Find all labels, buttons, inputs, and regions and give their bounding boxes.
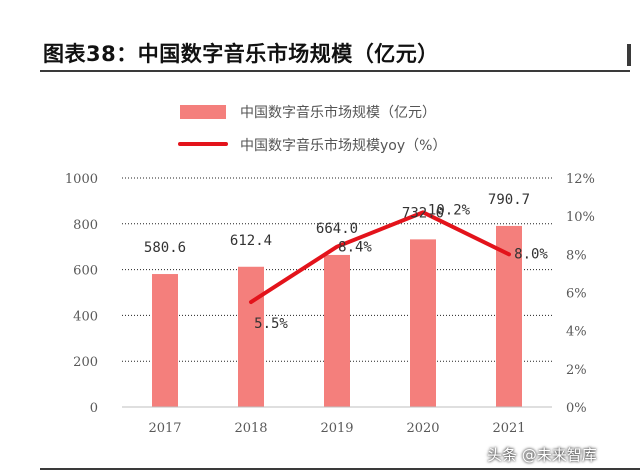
x-tick-label: 2019 [320,421,353,436]
watermark: 头条 @未来智库 [487,446,597,464]
yoy-line [249,210,511,305]
y-axis-right: 0% 2% 4% 6% 8% 10% 12% [566,172,595,416]
y-left-tick-label: 800 [73,218,98,233]
bar-2017 [152,274,178,407]
yoy-value-label: 5.5% [254,316,288,332]
x-axis: 2017 2018 2019 2020 2021 [122,406,552,436]
bar-value-label: 732.0 [402,205,444,221]
y-left-tick-label: 200 [73,355,98,370]
legend-bar-swatch [180,105,226,119]
legend-line-label: 中国数字音乐市场规模yoy（%） [240,137,446,154]
y-left-tick-label: 0 [90,401,98,416]
y-right-tick-label: 12% [566,172,595,187]
y-right-tick-label: 4% [566,325,587,340]
data-labels: 580.6 612.4 664.0 732.0 790.7 5.5% 8.4% 10.2% 8.… [144,192,549,332]
bar-2018 [238,266,264,407]
yoy-value-label: 8.4% [338,240,372,256]
y-left-tick-label: 1000 [65,172,98,187]
bar-value-label: 664.0 [316,221,358,237]
x-tick-label: 2021 [492,421,525,436]
corner-mark [627,44,631,66]
y-left-tick-label: 400 [73,309,98,324]
bar-value-label: 580.6 [144,240,186,256]
legend: 中国数字音乐市场规模（亿元） 中国数字音乐市场规模yoy（%） [178,104,446,154]
x-tick-label: 2020 [406,421,439,436]
title-underline [40,70,630,72]
y-right-tick-label: 2% [566,363,587,378]
bar-value-label: 612.4 [230,233,272,249]
bar-value-label: 790.7 [488,192,530,208]
bottom-rule [40,468,640,470]
y-left-tick-label: 600 [73,264,98,279]
yoy-line-path [249,210,511,305]
y-right-tick-label: 8% [566,248,587,263]
chart-title: 图表38：中国数字音乐市场规模（亿元） [43,42,439,66]
y-right-tick-label: 6% [566,287,587,302]
y-right-tick-label: 0% [566,401,587,416]
x-tick-label: 2018 [234,421,267,436]
legend-bar-label: 中国数字音乐市场规模（亿元） [240,104,436,121]
y-axis-left: 0 200 400 600 800 1000 [65,172,98,416]
y-right-tick-label: 10% [566,210,595,225]
bar-2019 [324,254,350,407]
x-tick-label: 2017 [148,421,181,436]
bar-2020 [410,239,436,407]
bars [152,225,522,407]
yoy-value-label: 10.2% [428,202,471,218]
yoy-value-label: 8.0% [514,246,548,262]
